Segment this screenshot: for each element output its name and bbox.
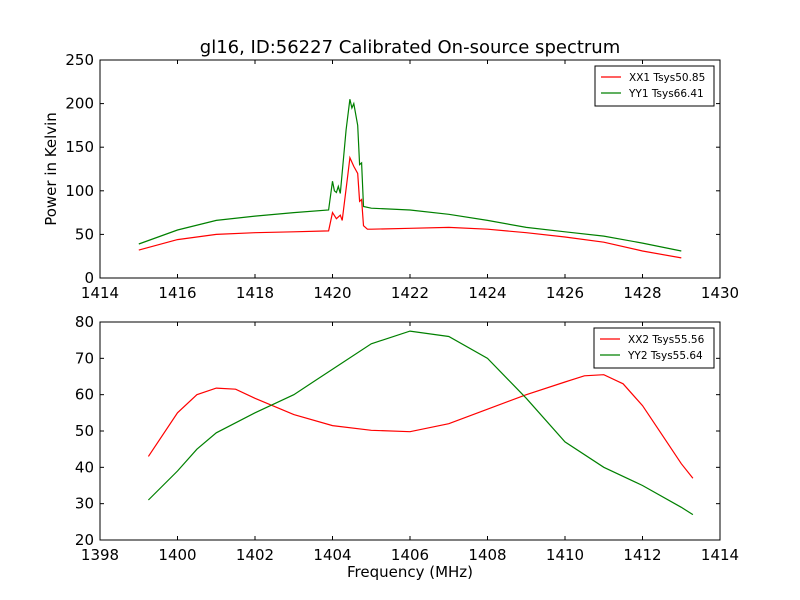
legend-frame: [593, 327, 715, 369]
y-tick-label: 60: [75, 386, 94, 404]
y-tick-label: 150: [65, 138, 94, 156]
chart-title: gl16, ID:56227 Calibrated On-source spec…: [200, 37, 620, 58]
y-tick-label: 70: [75, 349, 94, 367]
x-tick-label: 1414: [81, 284, 119, 302]
x-tick-label: 1414: [701, 546, 739, 564]
y-tick-label: 50: [75, 225, 94, 243]
x-tick-label: 1424: [468, 284, 506, 302]
y-tick-label: 100: [65, 182, 94, 200]
legend-label: YY1 Tsys66.41: [628, 88, 704, 100]
x-tick-label: 1402: [236, 546, 274, 564]
x-tick-label: 1400: [158, 546, 196, 564]
y-tick-label: 250: [65, 51, 94, 69]
x-tick-label: 1406: [391, 546, 429, 564]
series-line-XX1: [138, 155, 682, 259]
x-tick-label: 1426: [546, 284, 584, 302]
x-tick-label: 1420: [313, 284, 351, 302]
x-tick-label: 1430: [701, 284, 739, 302]
subplot-2: 1398 1400 1402 1404 1406 1408 1410 1412 1414 20 30…: [75, 313, 739, 581]
x-tick-label: 1404: [313, 546, 351, 564]
x-tick-label: 1410: [546, 546, 584, 564]
legend-label: XX2 Tsys55.56: [628, 334, 705, 346]
x-tick-label: 1412: [623, 546, 661, 564]
x-tick-label: 1422: [391, 284, 429, 302]
series-line-YY2: [147, 330, 694, 516]
legend-frame: [594, 65, 715, 107]
y-tick-label: 200: [65, 95, 94, 113]
x-tick-label: 1416: [158, 284, 196, 302]
subplot-1: gl16, ID:56227 Calibrated On-source spec…: [42, 37, 739, 302]
series-line-YY1: [138, 99, 682, 252]
y-tick-label: 0: [84, 269, 94, 287]
y-axis-label: Power in Kelvin: [42, 112, 60, 226]
series-line-XX2: [147, 374, 694, 479]
x-tick-label: 1408: [468, 546, 506, 564]
legend-label: XX1 Tsys50.85: [629, 72, 705, 84]
legend-label: YY2 Tsys55.64: [627, 350, 703, 362]
y-tick-label: 20: [75, 531, 94, 549]
y-tick-label: 40: [75, 458, 94, 476]
y-tick-label: 30: [75, 495, 94, 513]
y-tick-label: 50: [75, 422, 94, 440]
x-tick-label: 1398: [81, 546, 119, 564]
legend: XX1 Tsys50.85 YY1 Tsys66.41: [594, 65, 715, 107]
x-tick-label: 1418: [236, 284, 274, 302]
x-tick-label: 1428: [623, 284, 661, 302]
legend: XX2 Tsys55.56 YY2 Tsys55.64: [593, 327, 715, 369]
y-tick-label: 80: [75, 313, 94, 331]
x-axis-label: Frequency (MHz): [347, 563, 473, 581]
